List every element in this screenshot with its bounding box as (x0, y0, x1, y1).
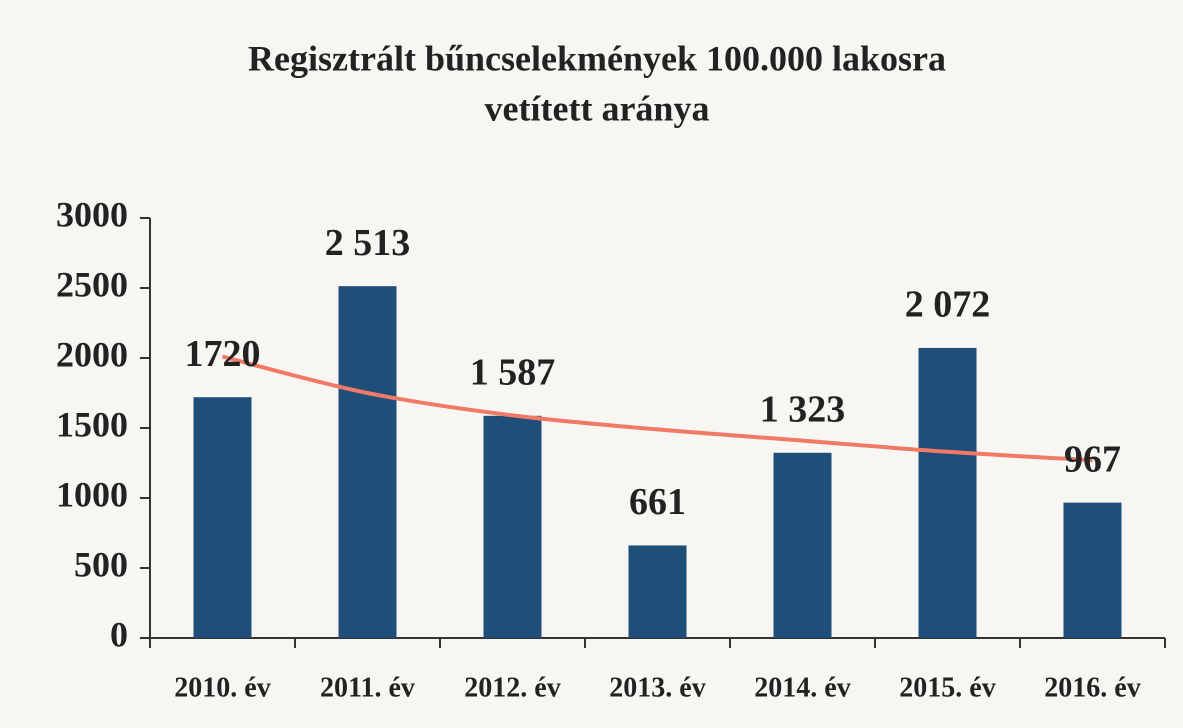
x-tick-label: 2011. év (320, 672, 415, 703)
y-tick-label: 2500 (56, 264, 128, 304)
data-label: 661 (629, 481, 686, 523)
y-tick-label: 1000 (56, 474, 128, 514)
chart-subtitle: vetített aránya (485, 88, 710, 128)
bar (919, 348, 977, 638)
bar (194, 397, 252, 638)
data-label: 967 (1064, 438, 1121, 480)
chart-title: Regisztrált bűncselekmények 100.000 lako… (248, 38, 946, 78)
data-label: 1720 (185, 333, 261, 375)
x-tick-label: 2016. év (1044, 672, 1140, 703)
x-tick-label: 2013. év (609, 672, 705, 703)
y-tick-label: 0 (110, 614, 128, 654)
y-tick-label: 1500 (56, 404, 128, 444)
bar (339, 286, 397, 638)
data-label: 2 072 (905, 284, 991, 326)
y-tick-label: 2000 (56, 334, 128, 374)
bar (629, 545, 687, 638)
x-tick-label: 2012. év (464, 672, 560, 703)
y-tick-label: 500 (74, 544, 128, 584)
bar (774, 453, 832, 638)
x-tick-label: 2015. év (899, 672, 995, 703)
y-tick-label: 3000 (56, 194, 128, 234)
chart: Regisztrált bűncselekmények 100.000 lako… (0, 0, 1183, 728)
x-tick-label: 2014. év (754, 672, 850, 703)
data-label: 2 513 (325, 222, 411, 264)
data-label: 1 587 (470, 352, 556, 394)
page: Regisztrált bűncselekmények 100.000 lako… (0, 0, 1183, 728)
x-tick-label: 2010. év (174, 672, 270, 703)
bar (1064, 503, 1122, 638)
bar (484, 416, 542, 638)
data-label: 1 323 (760, 388, 846, 430)
